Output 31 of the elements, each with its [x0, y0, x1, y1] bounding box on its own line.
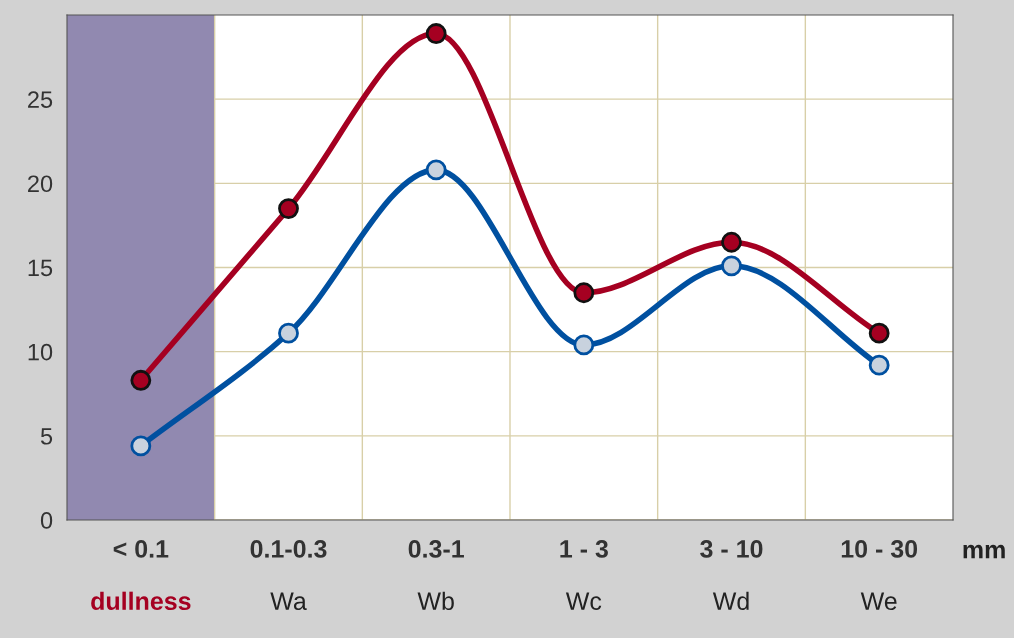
text: dullness [91, 591, 191, 611]
x-tick-label: < 0.1 [113, 540, 169, 558]
point [721, 231, 742, 253]
text: Wc [565, 592, 602, 611]
text: Wb [417, 591, 454, 611]
y-tick-label: 20 [28, 175, 53, 193]
y-tick-label: 0 [40, 512, 53, 529]
point [130, 369, 152, 391]
point [278, 198, 299, 219]
x-tick-label: 10 - 30 [841, 540, 918, 558]
point [721, 255, 742, 277]
point [573, 282, 595, 304]
y-tick-label: 10 [28, 343, 53, 361]
x-tick-label: 0.3-1 [408, 540, 464, 558]
point [278, 322, 299, 344]
point [425, 23, 447, 44]
text: We [860, 592, 897, 611]
y-tick-label: 25 [28, 91, 53, 108]
x-tick-label: 3 - 10 [700, 540, 763, 558]
point [130, 435, 152, 457]
text: Wd [712, 591, 749, 611]
point [868, 354, 890, 376]
text: Wa [270, 592, 307, 611]
x-tick-label: 1 - 3 [560, 540, 608, 558]
x-axis-title: mm [963, 544, 1005, 559]
x-tick-label: 0.1-0.3 [250, 540, 327, 558]
point [573, 334, 595, 356]
y-tick-label: 15 [28, 259, 53, 277]
point [425, 159, 447, 181]
point [868, 322, 890, 344]
y-tick-label: 5 [40, 428, 53, 445]
